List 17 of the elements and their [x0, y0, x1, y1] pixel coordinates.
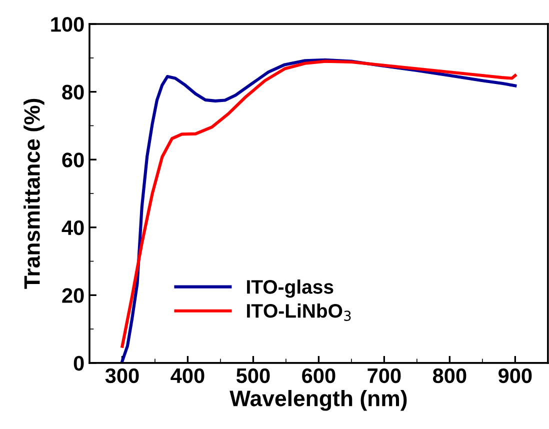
legend-label: ITO-LiNbO$_{3}$: [247, 303, 351, 321]
y-tick-label: 40: [62, 220, 84, 236]
x-tick-label: 600: [302, 368, 336, 384]
y-axis-title: Transmittance (%): [24, 98, 44, 289]
y-tick-label: 80: [62, 84, 84, 100]
y-tick-label: 100: [51, 17, 84, 32]
x-tick-label: 300: [105, 368, 139, 384]
x-tick-label: 700: [368, 368, 401, 384]
x-axis-title: Wavelength (nm): [230, 390, 407, 411]
x-tick-label: 400: [170, 368, 204, 384]
y-tick-label: 20: [62, 288, 84, 303]
y-tick-label: 0: [74, 356, 84, 371]
y-tick-label: 60: [62, 152, 84, 168]
x-tick-label: 800: [432, 368, 466, 384]
x-tick-label: 500: [236, 368, 270, 384]
legend-label: ITO-glass: [247, 280, 334, 298]
x-tick-label: 900: [498, 368, 532, 384]
